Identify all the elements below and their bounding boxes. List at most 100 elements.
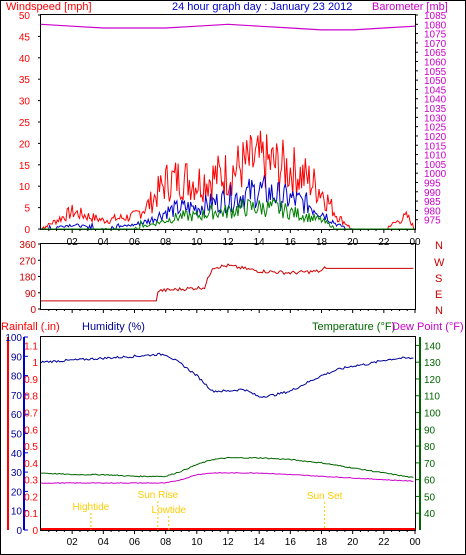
baro-y-tick: 1060 [424,58,447,69]
x-tick-label: 00 [409,537,421,548]
humidity-y-tick: 40 [11,449,23,460]
chart-title: 24 hour graph day : January 23 2012 [172,1,352,13]
wind-y-tick: 5 [24,204,30,215]
x-tick-label: 02 [67,237,79,248]
humidity-y-tick: 0 [16,526,22,537]
event-label: Lowtide [152,505,187,516]
barometer-line [40,23,416,31]
humidity-y-tick: 60 [11,410,23,421]
climate-panel [40,336,416,531]
rain-y-tick: 0.5 [24,442,38,453]
baro-y-tick: 1050 [424,76,447,87]
temperature-axis-title: Temperature (°F) [312,321,395,333]
baro-y-tick: 1075 [424,30,447,41]
x-tick-label: 08 [160,537,172,548]
rain-y-tick: 0.4 [24,459,38,470]
direction-panel [40,243,416,310]
event-label: Sun Rise [138,490,179,501]
rain-y-tick: 1 [32,358,38,369]
x-tick-label: 16 [285,537,297,548]
baro-y-tick: 1045 [424,85,447,96]
baro-y-tick: 1015 [424,141,447,152]
x-tick-label: 12 [222,237,234,248]
baro-y-tick: 1005 [424,160,447,171]
compass-e: E [435,289,442,301]
dewpoint-line [40,472,414,484]
direction-y-tick: 360 [19,240,36,251]
x-tick-label: 16 [285,237,297,248]
temperature-y-tick: 120 [424,375,441,386]
windspeed-axis-title: Windspeed [mph] [6,1,92,13]
rain-y-tick: 0.7 [24,409,38,420]
baro-y-tick: 1085 [424,11,447,22]
x-tick-label: 12 [222,537,234,548]
temperature-y-tick: 130 [424,358,441,369]
compass-s: S [435,273,442,285]
wind-y-tick: 25 [19,118,31,129]
barometer-axis-title: Barometer [mb] [372,1,448,13]
x-tick-label: 18 [316,237,328,248]
x-tick-label: 06 [129,237,141,248]
rain-y-tick: 1.1 [24,341,38,352]
wind-y-tick: 30 [19,97,31,108]
wind-panel [40,14,416,230]
humidity-y-tick: 70 [11,391,23,402]
temperature-y-tick: 60 [424,476,436,487]
temperature-y-tick: 50 [424,492,436,503]
x-tick-label: 22 [378,537,390,548]
temperature-y-tick: 110 [424,392,440,403]
rain-y-tick: 0.9 [24,375,38,386]
x-tick-label: 08 [160,237,172,248]
wind-y-tick: 0 [24,225,30,236]
x-tick-label: 22 [378,237,390,248]
baro-y-tick: 1055 [424,67,447,78]
baro-y-tick: 1080 [424,20,447,31]
wind-direction-line [41,263,414,302]
temperature-y-tick: 140 [424,341,441,352]
wind-y-tick: 35 [19,75,31,86]
temperature-y-tick: 40 [424,509,436,520]
humidity-y-tick: 10 [11,507,23,518]
direction-y-tick: 90 [25,289,37,300]
baro-y-tick: 1040 [424,95,447,106]
baro-y-tick: 980 [424,206,441,217]
direction-y-tick: 0 [30,305,36,316]
x-tick-label: 14 [254,237,266,248]
x-tick-label: 06 [129,537,141,548]
compass-n-bottom: N [435,305,443,317]
humidity-y-tick: 30 [11,468,23,479]
x-tick-label: 14 [254,537,266,548]
baro-y-tick: 1030 [424,113,447,124]
compass-n-top: N [435,240,443,252]
event-label: Hightide [73,502,110,513]
baro-y-tick: 1035 [424,104,447,115]
humidity-axis-title: Humidity (%) [82,321,145,333]
direction-y-tick: 270 [19,256,36,267]
compass-w: W [434,257,445,269]
wind-y-tick: 45 [19,32,31,43]
x-tick-label: 20 [347,237,359,248]
wind-y-tick: 50 [19,11,31,22]
wind-y-tick: 40 [19,54,31,65]
rain-y-tick: 0.2 [24,492,38,503]
x-tick-label: 20 [347,537,359,548]
humidity-y-tick: 90 [11,352,23,363]
baro-y-tick: 1065 [424,48,447,59]
temperature-y-tick: 100 [424,409,441,420]
baro-y-tick: 995 [424,178,441,189]
x-tick-label: 02 [67,537,79,548]
baro-y-tick: 1070 [424,39,447,50]
baro-y-tick: 1010 [424,151,447,162]
baro-y-tick: 985 [424,197,441,208]
wind-y-tick: 10 [19,182,31,193]
x-tick-label: 10 [191,237,203,248]
x-tick-label: 10 [191,537,203,548]
baro-y-tick: 990 [424,188,441,199]
temperature-y-tick: 70 [424,459,436,470]
temperature-line [40,456,414,478]
baro-y-tick: 975 [424,216,441,227]
x-tick-label: 18 [316,537,328,548]
event-label: Sun Set [307,491,343,502]
rainfall-axis-title: Rainfall (.in) [1,321,60,333]
